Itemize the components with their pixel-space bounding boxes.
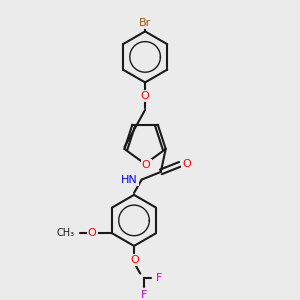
Text: O: O xyxy=(142,160,151,170)
Text: F: F xyxy=(141,290,147,300)
Text: O: O xyxy=(130,255,140,265)
Text: CH₃: CH₃ xyxy=(56,228,74,238)
Text: O: O xyxy=(182,159,191,169)
Text: O: O xyxy=(88,228,97,238)
Text: O: O xyxy=(141,91,149,101)
Text: F: F xyxy=(156,272,162,283)
Text: HN: HN xyxy=(121,175,138,184)
Text: Br: Br xyxy=(139,18,151,28)
